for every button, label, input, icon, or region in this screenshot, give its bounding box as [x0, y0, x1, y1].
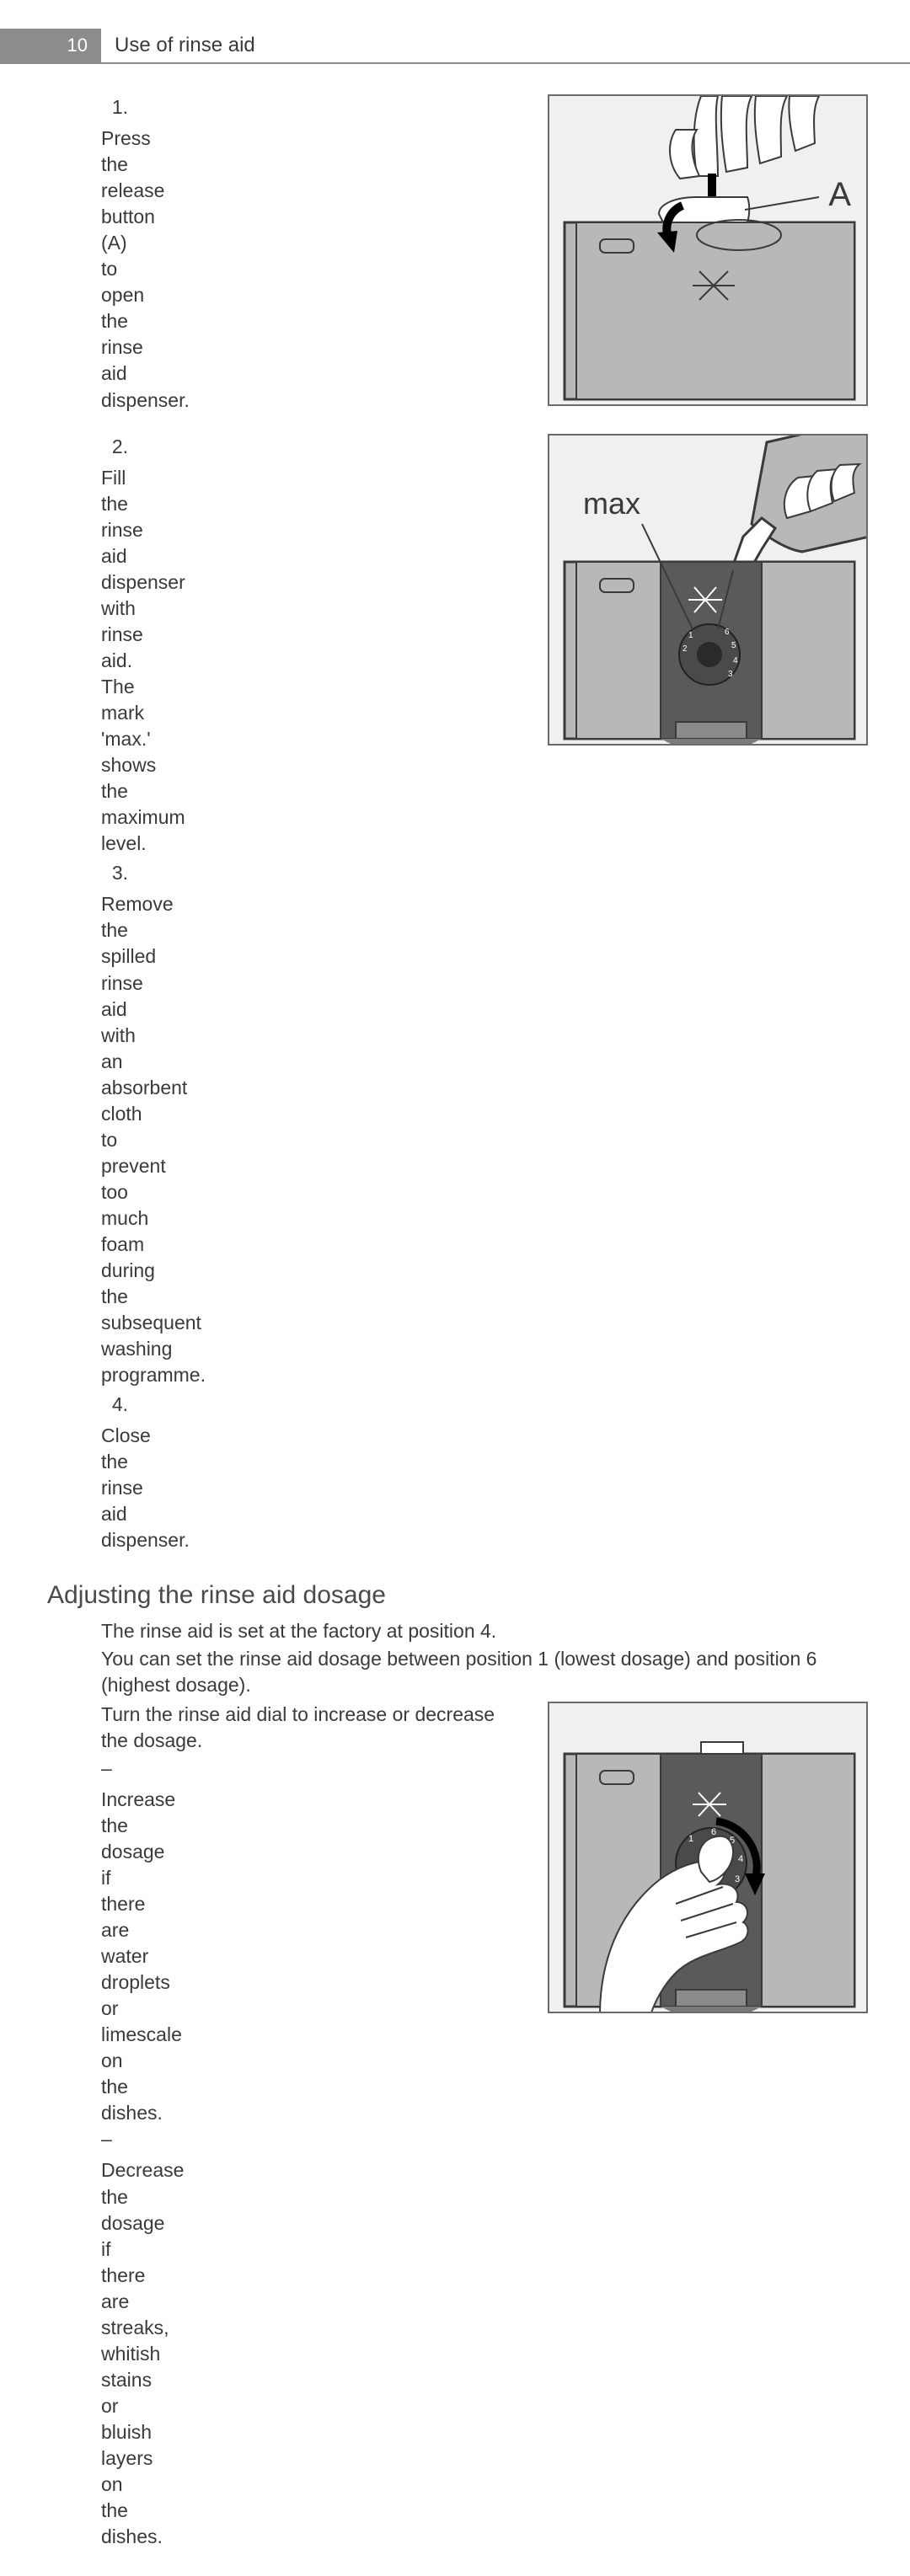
figure-2: 6 5 4 3 1 2 max [548, 434, 868, 1558]
step-block-2: Fill the rinse aid dispenser with rinse … [42, 434, 868, 1558]
page-header: 10 Use of rinse aid [0, 29, 910, 64]
figure-1: A [548, 94, 868, 417]
svg-text:6: 6 [725, 628, 730, 637]
figure-frame: 6 5 4 3 2 1 [548, 1702, 868, 2013]
svg-text:2: 2 [682, 644, 688, 654]
step-text: Press the release button (A) to open the… [101, 126, 133, 414]
svg-text:1: 1 [688, 631, 693, 640]
step-item: Press the release button (A) to open the… [101, 94, 524, 414]
step-text-1: Press the release button (A) to open the… [42, 94, 524, 417]
dosage-block: Turn the rinse aid dial to increase or d… [42, 1702, 868, 2551]
figure-frame: A [548, 94, 868, 406]
svg-text:4: 4 [733, 656, 738, 665]
step-text: Close the rinse aid dispenser. [101, 1423, 133, 1553]
dial-adjust-illustration: 6 5 4 3 2 1 [549, 1703, 868, 2013]
svg-text:6: 6 [711, 1827, 716, 1837]
figure-3: 6 5 4 3 2 1 [548, 1702, 868, 2551]
figure-label-max: max [583, 486, 640, 521]
dosage-intro-1: The rinse aid is set at the factory at p… [42, 1618, 868, 1644]
dispenser-press-illustration [549, 96, 868, 406]
bullet-item: Decrease the dosage if there are streaks… [101, 2126, 524, 2550]
dispenser-fill-illustration: 6 5 4 3 1 2 [549, 436, 868, 746]
svg-text:5: 5 [731, 641, 736, 650]
step-item: Fill the rinse aid dispenser with rinse … [101, 434, 524, 858]
svg-text:4: 4 [738, 1854, 743, 1864]
step-text-2: Fill the rinse aid dispenser with rinse … [42, 434, 524, 1558]
page-number-box: 10 [0, 29, 101, 62]
step-block-1: Press the release button (A) to open the… [42, 94, 868, 417]
step-text: Remove the spilled rinse aid with an abs… [101, 891, 133, 1388]
bullet-text: Decrease the dosage if there are streaks… [101, 2157, 121, 2550]
step-text: Fill the rinse aid dispenser with rinse … [101, 465, 133, 858]
header-title: Use of rinse aid [101, 29, 255, 62]
svg-text:3: 3 [735, 1874, 740, 1884]
page-number: 10 [67, 35, 88, 56]
svg-text:1: 1 [688, 1834, 693, 1844]
figure-label-a: A [828, 176, 851, 214]
bullet-text: Increase the dosage if there are water d… [101, 1787, 121, 2127]
subheading-adjusting: Adjusting the rinse aid dosage [47, 1581, 868, 1610]
step-item: Remove the spilled rinse aid with an abs… [101, 860, 524, 1388]
step-item: Close the rinse aid dispenser. [101, 1392, 524, 1553]
figure-frame: 6 5 4 3 1 2 max [548, 434, 868, 746]
bullet-item: Increase the dosage if there are water d… [101, 1756, 524, 2127]
page-content: Press the release button (A) to open the… [0, 64, 910, 2576]
svg-text:3: 3 [728, 670, 733, 679]
dosage-text: Turn the rinse aid dial to increase or d… [42, 1702, 524, 2551]
dosage-intro-3: Turn the rinse aid dial to increase or d… [42, 1702, 524, 1754]
dosage-intro-2: You can set the rinse aid dosage between… [42, 1646, 868, 1698]
